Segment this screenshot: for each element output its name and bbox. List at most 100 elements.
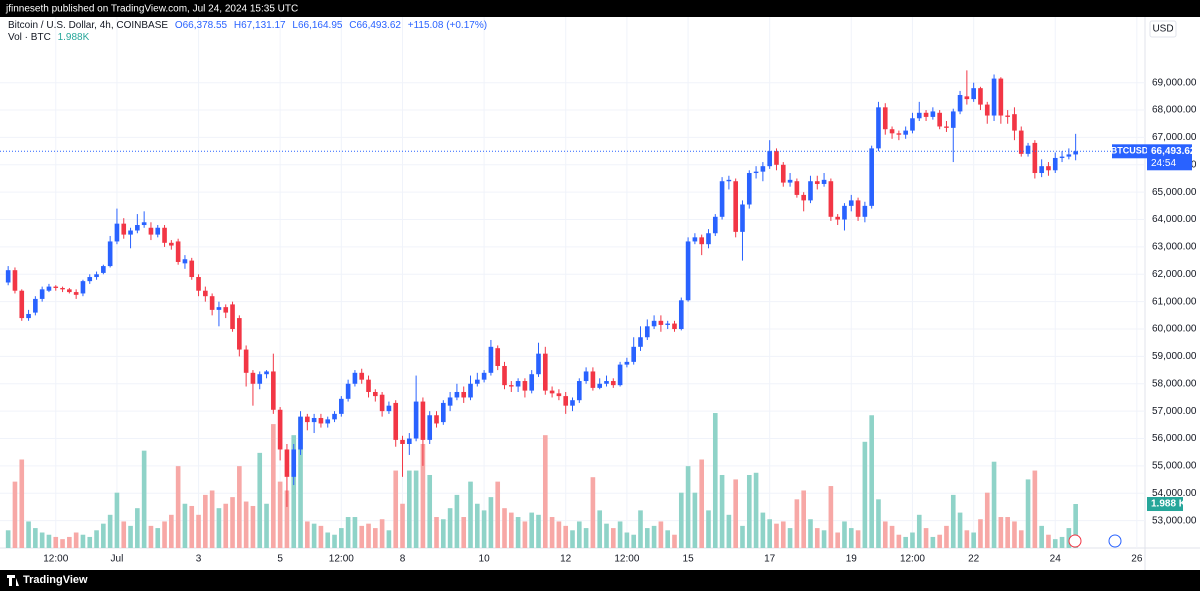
candle-body bbox=[182, 259, 188, 264]
volume-bar bbox=[950, 494, 956, 548]
volume-bar bbox=[250, 505, 256, 548]
currency-box[interactable] bbox=[1149, 20, 1177, 38]
candle-body bbox=[1032, 142, 1038, 174]
volume-bar bbox=[114, 492, 120, 548]
brand-logo bbox=[7, 575, 19, 586]
volume-bar bbox=[243, 501, 249, 548]
candle-body bbox=[991, 78, 997, 116]
x-tick-label: 12:00 bbox=[43, 554, 68, 565]
volume-bar bbox=[474, 503, 480, 548]
ohlc: H67,131.17 bbox=[233, 20, 286, 31]
volume-bar bbox=[542, 435, 548, 548]
y-tick-label: 59,000.00 bbox=[1152, 351, 1197, 362]
volume-bar bbox=[26, 521, 31, 548]
candle-body bbox=[570, 400, 575, 406]
legend-row: Vol · BTC 1.988K bbox=[8, 32, 491, 44]
candle-body bbox=[447, 397, 453, 406]
alert-icon[interactable] bbox=[1068, 534, 1082, 548]
volume-bar bbox=[529, 512, 535, 548]
y-tick-label: 64,000.00 bbox=[1152, 214, 1197, 225]
volume-bar bbox=[46, 534, 52, 548]
candle-body bbox=[148, 227, 154, 235]
candle-body bbox=[536, 353, 541, 375]
candle-body bbox=[277, 409, 283, 450]
candle-body bbox=[39, 289, 45, 299]
candle-body bbox=[243, 349, 249, 373]
candle-body bbox=[189, 260, 195, 278]
y-tick-label: 65,000.00 bbox=[1152, 187, 1197, 198]
volume-bar bbox=[767, 519, 772, 548]
candle-body bbox=[250, 372, 256, 384]
x-tick-label: 19 bbox=[846, 554, 858, 565]
volume-bar bbox=[1066, 528, 1072, 548]
candle-body bbox=[699, 237, 704, 245]
candle-body bbox=[257, 374, 263, 384]
volume-bar bbox=[672, 534, 677, 548]
volume-bar bbox=[237, 466, 242, 548]
candle-body bbox=[638, 337, 643, 347]
volume-bar bbox=[386, 530, 392, 548]
candle-body bbox=[441, 402, 446, 423]
change: +115.08 (+0.17%) bbox=[407, 20, 488, 31]
candle-body bbox=[114, 223, 120, 242]
volume-bar bbox=[318, 525, 324, 548]
candle-body bbox=[305, 416, 310, 423]
volume-bar bbox=[740, 525, 745, 548]
ohlc: L66,164.95 bbox=[292, 20, 343, 31]
candle-body bbox=[155, 227, 161, 235]
volume-bar bbox=[379, 519, 385, 548]
candle-body bbox=[692, 237, 698, 242]
volume-bar bbox=[107, 514, 113, 548]
volume-bar bbox=[366, 523, 371, 548]
candle-body bbox=[237, 318, 242, 350]
candle-body bbox=[712, 216, 718, 234]
volume-bar bbox=[746, 474, 752, 548]
volume-bar bbox=[617, 521, 623, 548]
volume-bar bbox=[597, 510, 603, 548]
volume-bar bbox=[1073, 504, 1078, 548]
volume-bar bbox=[651, 525, 657, 548]
candle-body bbox=[1012, 114, 1017, 131]
price-tag-box bbox=[1147, 144, 1192, 171]
bottom-bar bbox=[0, 570, 1200, 591]
volume-bar bbox=[101, 523, 106, 548]
volume-bar bbox=[277, 481, 283, 548]
x-tick-label: 10 bbox=[479, 554, 491, 565]
candle-body bbox=[339, 398, 344, 414]
volume-bar bbox=[400, 503, 405, 548]
y-tick-label: 55,000.00 bbox=[1152, 461, 1197, 472]
candle-body bbox=[604, 381, 609, 384]
candle-body bbox=[896, 133, 902, 135]
candle-body bbox=[760, 166, 766, 172]
candle-body bbox=[916, 112, 922, 119]
candle-body bbox=[1039, 166, 1044, 174]
candle-body bbox=[930, 111, 936, 117]
volume-bar bbox=[590, 477, 596, 548]
candle-body bbox=[284, 449, 290, 477]
candle-body bbox=[264, 371, 269, 375]
candle-body bbox=[529, 374, 535, 391]
volume-bar bbox=[576, 521, 582, 548]
y-tick-label: 56,000.00 bbox=[1152, 433, 1197, 444]
volume-bar bbox=[896, 534, 902, 548]
volume-bar bbox=[862, 441, 868, 548]
volume-bar bbox=[311, 523, 317, 548]
candle-body bbox=[26, 313, 31, 319]
volume-bar bbox=[876, 499, 881, 548]
candle-body bbox=[658, 320, 664, 325]
volume-bar bbox=[848, 528, 854, 548]
candle-body bbox=[678, 300, 684, 330]
x-tick-label: 24 bbox=[1050, 554, 1062, 565]
volume-bar bbox=[216, 508, 222, 548]
candle-body bbox=[175, 241, 181, 262]
candle-body bbox=[903, 130, 908, 135]
candle-body bbox=[502, 365, 507, 386]
volume-bar bbox=[631, 534, 637, 548]
x-tick-label: 5 bbox=[277, 554, 283, 565]
candle-body bbox=[162, 227, 167, 243]
volume-bar bbox=[60, 539, 65, 548]
candle-body bbox=[366, 379, 371, 392]
volume-bar bbox=[332, 534, 337, 548]
event-icon[interactable] bbox=[1108, 534, 1122, 548]
